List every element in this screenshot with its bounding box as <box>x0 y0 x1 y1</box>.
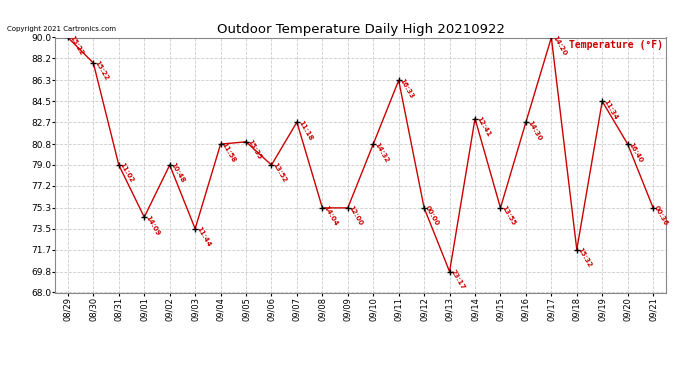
Text: 14:30: 14:30 <box>526 119 542 141</box>
Text: 14:20: 14:20 <box>551 34 568 57</box>
Text: 11:02: 11:02 <box>119 162 135 184</box>
Text: 15:22: 15:22 <box>93 60 110 82</box>
Text: 15:32: 15:32 <box>577 247 593 268</box>
Text: 12:41: 12:41 <box>475 116 491 138</box>
Text: 11:58: 11:58 <box>221 141 237 163</box>
Text: 10:48: 10:48 <box>170 162 186 184</box>
Title: Outdoor Temperature Daily High 20210922: Outdoor Temperature Daily High 20210922 <box>217 23 504 36</box>
Text: 14:04: 14:04 <box>322 205 339 227</box>
Text: 13:52: 13:52 <box>271 162 288 184</box>
Text: 14:32: 14:32 <box>373 141 390 164</box>
Text: 14:09: 14:09 <box>144 214 161 237</box>
Text: 23:17: 23:17 <box>450 268 466 291</box>
Text: 00:36: 00:36 <box>653 205 669 227</box>
Text: 15:22: 15:22 <box>68 34 84 57</box>
Text: Copyright 2021 Cartronics.com: Copyright 2021 Cartronics.com <box>7 26 116 32</box>
Text: 13:55: 13:55 <box>500 205 517 227</box>
Text: 11:18: 11:18 <box>297 119 313 141</box>
Text: 16:40: 16:40 <box>628 141 644 164</box>
Text: 12:00: 12:00 <box>348 205 364 227</box>
Text: 16:33: 16:33 <box>399 77 415 99</box>
Text: 11:44: 11:44 <box>195 226 212 248</box>
Text: 11:34: 11:34 <box>602 98 619 121</box>
Text: Temperature (°F): Temperature (°F) <box>569 40 663 50</box>
Text: 15:35: 15:35 <box>246 139 262 161</box>
Text: 00:00: 00:00 <box>424 205 440 227</box>
